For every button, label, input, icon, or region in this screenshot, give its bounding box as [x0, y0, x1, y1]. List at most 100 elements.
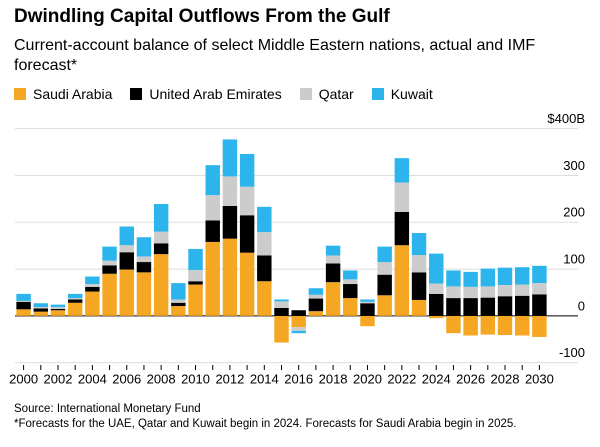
bar-segment	[429, 253, 444, 284]
bar-segment	[411, 272, 427, 300]
legend-swatch	[130, 88, 143, 100]
bar-segment	[274, 307, 289, 316]
legend: Saudi Arabia United Arab Emirates Qatar Kuw…	[14, 86, 433, 102]
bar-segment	[514, 267, 530, 285]
bar-segment	[343, 284, 358, 299]
bar-segment	[102, 273, 117, 316]
bar-segment	[257, 232, 272, 256]
bar-segment	[480, 268, 496, 287]
bar-segment	[33, 306, 49, 309]
bar-segment	[394, 182, 410, 212]
bar-segment	[446, 286, 461, 299]
bar-segment	[257, 281, 272, 316]
bar-segment	[463, 286, 478, 299]
bar-segment	[377, 274, 392, 296]
bar-segment	[343, 298, 358, 316]
bar-segment	[480, 315, 496, 335]
bar-segment	[50, 308, 66, 311]
x-tick-label: 2022	[387, 371, 416, 386]
bar-segment	[497, 284, 513, 297]
legend-item: Saudi Arabia	[14, 86, 112, 102]
bar-segment	[50, 310, 66, 316]
bar-segment	[67, 293, 83, 299]
x-tick-label: 2000	[9, 371, 38, 386]
bar-segment	[85, 284, 100, 287]
bar-segment	[325, 282, 341, 316]
x-tick-label: 2004	[78, 371, 107, 386]
y-tick-label: 100	[563, 252, 585, 267]
bar-segment	[136, 262, 152, 273]
bar-segment	[257, 206, 272, 233]
bar-segment	[532, 294, 547, 316]
bar-segment	[291, 315, 306, 328]
bar-segment	[308, 288, 324, 295]
bar-segment	[136, 256, 152, 263]
bar-segment	[239, 153, 255, 187]
bar-segment	[153, 254, 169, 316]
y-tick-label: 0	[578, 298, 585, 313]
bar-segment	[394, 245, 410, 316]
x-tick-label: 2026	[456, 371, 485, 386]
bar-segment	[532, 315, 547, 337]
bar-segment	[257, 255, 272, 282]
bar-segment	[16, 301, 31, 310]
bar-segment	[480, 286, 496, 298]
x-tick-label: 2016	[284, 371, 313, 386]
x-tick-label: 2018	[319, 371, 348, 386]
y-tick-label: 200	[563, 205, 585, 220]
bar-segment	[119, 226, 134, 246]
bar-segment	[291, 310, 306, 316]
bar-segment	[532, 265, 547, 284]
legend-label: United Arab Emirates	[149, 86, 282, 102]
bar-segment	[119, 252, 134, 270]
bar-segment	[497, 315, 513, 336]
bar-segment	[85, 286, 100, 292]
x-tick-label: 2028	[491, 371, 520, 386]
x-tick-label: 2020	[353, 371, 382, 386]
x-tick-label: 2024	[422, 371, 451, 386]
bar-segment	[308, 298, 324, 312]
bar-segment	[16, 309, 31, 316]
bar-segment	[463, 271, 478, 287]
bar-segment	[411, 255, 427, 273]
bar-segment	[171, 306, 186, 316]
bar-segment	[343, 279, 358, 285]
bar-segment	[205, 195, 220, 221]
bar-segment	[325, 245, 341, 256]
bar-segment	[171, 302, 186, 307]
legend-swatch	[299, 88, 312, 100]
bar-segment	[85, 276, 100, 285]
bar-segment	[360, 315, 375, 327]
bar-segment	[429, 315, 444, 319]
legend-item: Kuwait	[371, 86, 433, 102]
bar-segment	[308, 311, 324, 316]
bar-segment	[16, 293, 31, 301]
y-tick-label: 300	[563, 158, 585, 173]
bar-segment	[274, 299, 289, 302]
bar-segment	[171, 283, 186, 300]
bar-segment	[33, 303, 49, 307]
bar-segment	[480, 297, 496, 316]
subtitle: Current-account balance of select Middle…	[14, 37, 536, 74]
legend-item: United Arab Emirates	[130, 86, 282, 102]
x-tick-label: 2030	[525, 371, 554, 386]
bar-segment	[291, 330, 306, 334]
bar-segment	[514, 315, 530, 336]
bar-segment	[119, 245, 134, 253]
x-tick-label: 2002	[44, 371, 73, 386]
bar-segment	[239, 252, 255, 316]
bar-segment	[171, 299, 186, 303]
bar-segment	[102, 260, 117, 266]
bar-segment	[446, 298, 461, 316]
legend-label: Kuwait	[390, 86, 433, 102]
bar-segment	[205, 165, 220, 196]
bar-segment	[239, 215, 255, 253]
bar-segment	[50, 304, 66, 307]
bar-segment	[205, 220, 220, 242]
bar-segment	[308, 294, 324, 299]
bar-segment	[222, 205, 238, 239]
bar-segment	[325, 263, 341, 283]
x-tick-label: 2014	[250, 371, 279, 386]
